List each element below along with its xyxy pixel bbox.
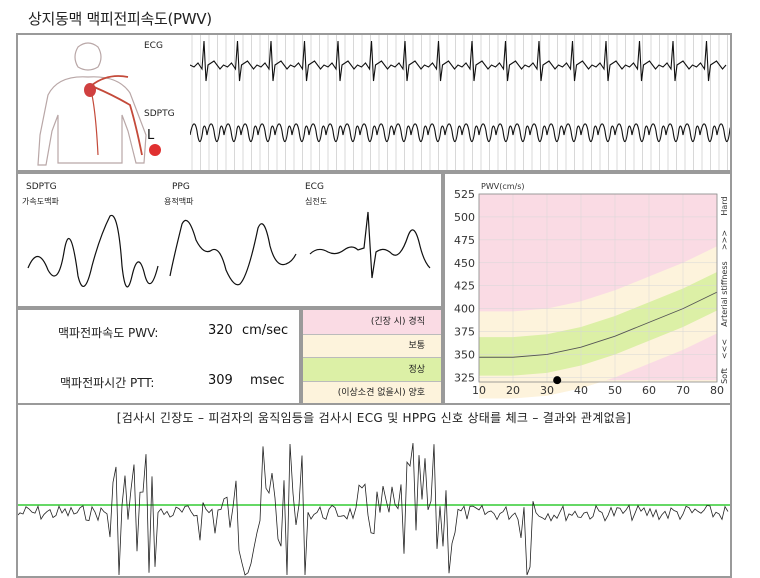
ppg-title: PPG — [172, 182, 190, 192]
soft-arrows-icon: <<< — [720, 339, 729, 359]
chart-frame — [478, 193, 718, 383]
x-tick-label: 50 — [608, 384, 622, 397]
averaged-waveforms — [27, 211, 431, 288]
legend-hard: (긴장 시) 경직 — [303, 310, 441, 334]
heart-icon — [84, 83, 96, 97]
ptt-value: 309 — [208, 373, 233, 388]
ecg-subtitle: 심전도 — [305, 197, 328, 206]
x-tick-label: 70 — [676, 384, 690, 397]
sdptg-waveform — [27, 214, 159, 288]
body-figure: L — [37, 42, 161, 166]
y-tick-label: 500 — [454, 211, 475, 224]
ecg-strip-label: ECG — [144, 41, 163, 51]
ecg-title: ECG — [305, 182, 324, 192]
ecg-strip-trace — [190, 40, 727, 82]
pwv-label: 맥파전파속도 PWV: — [58, 326, 159, 340]
top-signal-panel: L ECG SDPTG — [16, 33, 732, 172]
signal-check-trace — [18, 443, 730, 576]
legend-good-label: (이상소견 없을시) 양호 — [337, 388, 425, 398]
y-tick-label: 425 — [454, 280, 475, 293]
ppg-subtitle: 용적맥파 — [164, 197, 194, 206]
healthy-band — [479, 271, 717, 376]
y-tick-label: 325 — [454, 371, 475, 384]
legend-good: (이상소견 없을시) 양호 — [303, 381, 441, 403]
x-tick-label: 60 — [642, 384, 656, 397]
hard-arrows-icon: >>> — [720, 230, 729, 250]
y-tick-label: 375 — [454, 326, 475, 339]
y-axis-label: PWV(cm/s) — [481, 182, 525, 191]
reference-curve — [479, 291, 718, 358]
legend-healthy-label: 정상 — [408, 365, 425, 375]
x-tick-label: 20 — [506, 384, 520, 397]
legend-normal: 보통 — [303, 334, 441, 357]
pwv-unit: cm/sec — [242, 323, 289, 338]
ecg-waveform — [309, 211, 431, 279]
y-tick-label: 475 — [454, 234, 475, 247]
sdptg-strip-trace — [190, 123, 730, 143]
legend-hard-label: (긴장 시) 경직 — [370, 317, 425, 327]
x-tick-label: 40 — [574, 384, 588, 397]
waveform-panel: SDPTG 가속도맥파 PPG 용적맥파 ECG 심전도 — [16, 172, 443, 308]
y-tick-label: 450 — [454, 257, 475, 270]
ptt-label: 맥파전파시간 PTT: — [60, 376, 155, 390]
measurement-point — [553, 376, 562, 385]
legend-normal-label: 보통 — [408, 341, 425, 351]
soft-label: Soft — [720, 368, 729, 384]
y-tick-label: 525 — [454, 188, 475, 201]
page-title: 상지동맥 맥피전피속도(PWV) — [28, 10, 212, 28]
x-tick-label: 30 — [540, 384, 554, 397]
hard-label: Hard — [720, 196, 729, 215]
y-tick-label: 400 — [454, 303, 475, 316]
signal-check-note: [검사시 긴장도 – 피검자의 움직임등을 검사시 ECG 및 HPPG 신호 … — [116, 411, 632, 425]
legend-healthy: 정상 — [303, 357, 441, 381]
side-label: L — [147, 128, 155, 143]
pwv-age-chart: 10 20 30 40 50 60 70 80 525 500 475 450 425 400 375 350… — [454, 182, 729, 399]
signal-check-panel: [검사시 긴장도 – 피검자의 움직임등을 검사시 ECG 및 HPPG 신호 … — [16, 403, 732, 578]
stiffness-label: Arterial stiffness — [720, 261, 729, 326]
results-panel: 맥파전파속도 PWV: 320 cm/sec 맥파전파시간 PTT: 309 m… — [16, 308, 301, 405]
pwv-value: 320 — [208, 323, 233, 338]
x-tick-label: 80 — [710, 384, 724, 397]
signal-strips — [190, 35, 730, 170]
ptt-unit: msec — [250, 373, 285, 388]
sensor-marker — [149, 144, 161, 156]
x-tick-label: 10 — [472, 384, 486, 397]
check-signal-trace — [18, 443, 729, 576]
pwv-chart-panel: 10 20 30 40 50 60 70 80 525 500 475 450 425 400 375 350… — [443, 172, 732, 405]
sdptg-title: SDPTG — [26, 182, 57, 192]
sdptg-subtitle: 가속도맥파 — [22, 197, 59, 206]
legend-panel: (긴장 시) 경직 보통 정상 (이상소견 없을시) 양호 — [301, 308, 443, 405]
y-tick-label: 350 — [454, 348, 475, 361]
ppg-waveform — [169, 219, 297, 286]
sdptg-strip-label: SDPTG — [144, 109, 175, 119]
